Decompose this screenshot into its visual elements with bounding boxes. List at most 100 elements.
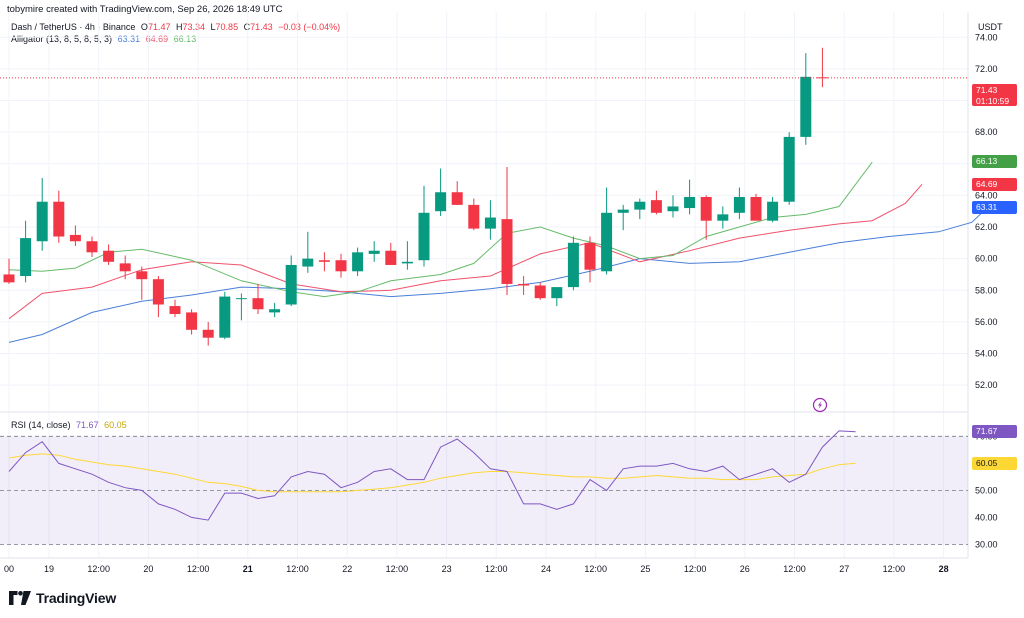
high-value: 73.34 (182, 22, 206, 32)
candle (186, 309, 198, 335)
candle-body (269, 309, 281, 313)
candle (20, 220, 32, 283)
candle (750, 193, 762, 221)
candle-body (3, 274, 15, 283)
candle (86, 236, 98, 258)
candle-body (750, 196, 762, 221)
rsi-tick-label: 50.00 (975, 485, 998, 495)
candle-body (335, 260, 347, 272)
candle (335, 253, 347, 278)
created-by-header: tobymire created with TradingView.com, S… (7, 4, 283, 15)
candle-body (551, 287, 563, 299)
axis-unit-label[interactable]: USDT (978, 22, 1003, 32)
rsi-line (8, 430, 856, 521)
price-tick-label: 54.00 (975, 349, 998, 359)
candle (501, 166, 513, 296)
price-tag-value: 71.43 (976, 85, 998, 95)
candle-body (86, 241, 98, 253)
candle-body (119, 263, 131, 272)
close-value: 71.43 (250, 22, 273, 32)
price-tick-label: 52.00 (975, 380, 998, 390)
time-tick-label: 12:00 (485, 564, 508, 574)
candle-body (617, 209, 629, 213)
candle-body (401, 261, 413, 264)
price-tick-label: 74.00 (975, 32, 998, 42)
candle-body (252, 298, 264, 310)
candle-body (385, 250, 397, 265)
candle-body (700, 196, 712, 221)
candle-body (36, 201, 48, 242)
rsi-legend[interactable]: RSI (14, close) 71.67 60.05 (11, 420, 130, 430)
candle (152, 276, 164, 318)
candle (518, 276, 530, 296)
alligator-legend[interactable]: Alligator (13, 8, 5, 8, 5, 3) 63.31 64.6… (11, 34, 199, 44)
alligator-teeth-line (8, 183, 923, 320)
time-tick-label: 00 (4, 564, 14, 574)
time-tick-label: 12:00 (783, 564, 806, 574)
candle-body (285, 264, 297, 305)
candle (733, 187, 745, 220)
candle (783, 132, 795, 205)
lips-tag: 66.13 (972, 155, 1017, 169)
alligator-teeth-value: 64.69 (145, 34, 169, 44)
candle-body (534, 285, 546, 299)
candle-body (202, 329, 214, 338)
candle (617, 204, 629, 231)
symbol-name[interactable]: Dash / TetherUS · 4h · Binance (11, 22, 136, 32)
candle (169, 299, 181, 318)
candle-body (484, 217, 496, 229)
candle-body (20, 238, 32, 277)
candle-body (501, 219, 513, 284)
rsi-ma-line (8, 453, 856, 493)
alligator-lips-value: 66.13 (173, 34, 197, 44)
candle-body (235, 298, 247, 300)
time-tick-label: 24 (541, 564, 551, 574)
candle-body (767, 201, 779, 221)
candle (368, 241, 380, 262)
candle (235, 293, 247, 321)
candle (584, 236, 596, 283)
candle (816, 47, 828, 88)
candle (451, 181, 463, 205)
time-tick-label: 21 (243, 564, 253, 574)
candle-body (69, 234, 81, 242)
candle (285, 255, 297, 307)
candle-body (435, 192, 447, 212)
candle (767, 196, 779, 223)
price-tick-label: 64.00 (975, 190, 998, 200)
time-tick-label: 26 (740, 564, 750, 574)
candle-body (634, 201, 646, 210)
candle-body (601, 212, 613, 272)
candle (352, 247, 364, 277)
price-tag-countdown: 01:10:59 (976, 95, 1010, 106)
alligator-jaw-value: 63.31 (117, 34, 141, 44)
candle-body (368, 250, 380, 254)
tradingview-logo[interactable]: TradingView (9, 590, 116, 606)
candle (484, 200, 496, 240)
candle-body (186, 312, 198, 330)
time-tick-label: 19 (44, 564, 54, 574)
candle-body (53, 201, 65, 237)
low-value: 70.85 (215, 22, 239, 32)
candle (136, 266, 148, 300)
candle-body (169, 306, 181, 314)
candle (401, 241, 413, 270)
price-tick-label: 60.00 (975, 254, 998, 264)
alligator-jaw-line (8, 206, 989, 343)
candle-body (451, 192, 463, 205)
rsi-ma-tag: 60.05 (972, 456, 1017, 470)
time-tick-label: 12:00 (883, 564, 906, 574)
candle-body (136, 271, 148, 280)
rsi-tick-label: 30.00 (975, 539, 998, 549)
time-tick-label: 22 (342, 564, 352, 574)
candle-body (468, 204, 480, 229)
time-tick-label: 12:00 (87, 564, 110, 574)
candle-body (800, 76, 812, 137)
candle-body (103, 250, 115, 262)
time-tick-label: 20 (143, 564, 153, 574)
candle (36, 178, 48, 251)
candle (302, 231, 314, 273)
candle (53, 190, 65, 243)
candle (385, 242, 397, 265)
